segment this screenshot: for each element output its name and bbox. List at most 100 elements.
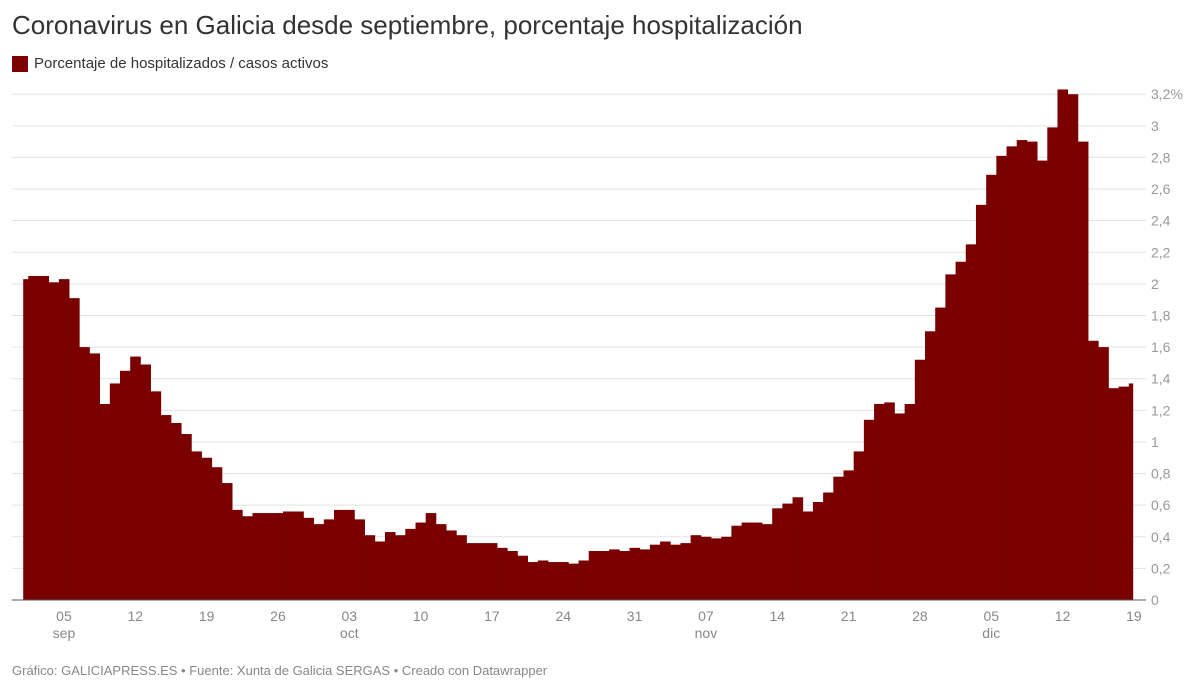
axes: 0 0,2 0,4 0,6 0,8 1 1,2 1,4 1,6 1,8 2 2,2 2,4 2,6 2,8 3… (12, 86, 1183, 641)
bar-sep-26 (272, 513, 284, 600)
bar-oct-30 (619, 551, 630, 600)
bars (23, 89, 1134, 601)
bar-nov-2 (649, 544, 661, 600)
bar-oct-28 (598, 551, 610, 600)
bar-sep-4 (48, 282, 60, 600)
legend-label: Porcentaje de hospitalizados / casos act… (34, 55, 329, 72)
bar-oct-8 (395, 535, 406, 600)
bar-oct-26 (578, 560, 590, 600)
bar-sep-29 (303, 517, 315, 600)
y-tick-label: 0,8 (1151, 466, 1171, 482)
bar-oct-19 (507, 551, 518, 600)
legend-swatch (12, 55, 28, 72)
bar-sep-23 (242, 516, 253, 600)
bar-oct-14 (456, 535, 467, 600)
bar-nov-10 (731, 525, 742, 600)
bar-sep-8 (89, 353, 101, 600)
bar-nov-7 (700, 536, 712, 600)
bar-sep-3 (38, 275, 50, 600)
bar-dic-10 (1037, 160, 1048, 600)
y-tick-label: 3 (1151, 118, 1159, 134)
bar-oct-4 (354, 519, 365, 600)
y-tick-label: 2 (1151, 276, 1159, 292)
x-month-label: oct (340, 625, 359, 641)
bar-dic-15 (1088, 340, 1099, 600)
x-tick-label: 12 (1055, 608, 1071, 624)
x-tick-label: 05 (983, 608, 999, 624)
bar-dic-18 (1118, 386, 1130, 600)
bar-nov-17 (802, 511, 814, 600)
bar-dic-9 (1026, 141, 1038, 600)
bar-oct-16 (476, 543, 488, 600)
bar-nov-19 (823, 492, 834, 600)
bar-oct-10 (415, 522, 427, 600)
bar-dic-8 (1016, 140, 1028, 600)
bar-dic-4 (975, 204, 987, 600)
bar-oct-17 (486, 543, 498, 600)
bar-dic-1 (945, 274, 956, 600)
bar-oct-7 (384, 532, 396, 600)
x-tick-label: 28 (912, 608, 928, 624)
bar-oct-22 (537, 560, 549, 600)
x-month-label: dic (982, 625, 1000, 641)
x-month-label: nov (695, 625, 718, 641)
bar-dic-7 (1006, 146, 1018, 600)
y-tick-label: 3,2% (1151, 86, 1183, 102)
x-tick-label: 24 (555, 608, 571, 624)
y-tick-label: 0,6 (1151, 497, 1171, 513)
bar-dic-12 (1057, 89, 1069, 600)
bar-nov-22 (853, 451, 865, 600)
y-tick-label: 1 (1151, 434, 1159, 450)
bar-sep-16 (170, 422, 182, 600)
bar-sep-25 (262, 513, 274, 600)
bar-nov-20 (833, 476, 844, 600)
y-tick-label: 0,4 (1151, 529, 1171, 545)
x-tick-label: 19 (1126, 608, 1142, 624)
bar-oct-2 (333, 509, 345, 600)
bar-nov-5 (680, 543, 692, 600)
bar-nov-25 (884, 402, 895, 600)
bar-nov-29 (925, 331, 936, 600)
bar-oct-13 (446, 530, 457, 600)
y-tick-label: 1,6 (1151, 339, 1171, 355)
bar-nov-27 (904, 404, 916, 600)
bar-dic-3 (965, 244, 977, 600)
bar-dic-19 (1128, 383, 1134, 600)
bar-nov-11 (741, 522, 753, 600)
bar-dic-17 (1108, 388, 1120, 600)
bar-nov-14 (772, 508, 783, 600)
bar-nov-21 (843, 470, 855, 600)
y-tick-label: 2,6 (1151, 181, 1171, 197)
bar-nov-1 (639, 549, 651, 600)
bar-dic-5 (986, 174, 997, 600)
bar-sep-27 (283, 511, 294, 600)
bar-oct-18 (497, 547, 508, 600)
y-tick-label: 2,8 (1151, 149, 1171, 165)
bar-nov-24 (874, 404, 885, 600)
bar-sep-13 (140, 364, 151, 600)
bar-sep-5 (58, 279, 70, 600)
bar-sep-9 (99, 404, 111, 600)
bar-oct-27 (588, 551, 600, 600)
bar-dic-11 (1047, 127, 1058, 600)
bar-sep-22 (232, 509, 243, 600)
bar-oct-6 (374, 541, 386, 600)
bar-sep-24 (252, 513, 264, 600)
bar-oct-5 (364, 535, 376, 600)
x-tick-label: 19 (199, 608, 215, 624)
bar-oct-15 (466, 543, 478, 600)
bar-sep-6 (69, 298, 80, 600)
bar-nov-30 (935, 307, 946, 600)
y-tick-label: 2,4 (1151, 213, 1171, 229)
y-tick-label: 0 (1151, 592, 1159, 608)
bar-sep-19 (201, 457, 213, 600)
bar-sep-12 (130, 356, 141, 600)
bar-oct-1 (323, 519, 335, 600)
bar-sep-30 (313, 524, 325, 600)
x-tick-label: 03 (341, 608, 357, 624)
y-tick-label: 0,2 (1151, 560, 1171, 576)
bar-sep-14 (150, 391, 162, 600)
bar-nov-15 (782, 503, 793, 600)
legend: Porcentaje de hospitalizados / casos act… (12, 55, 328, 72)
